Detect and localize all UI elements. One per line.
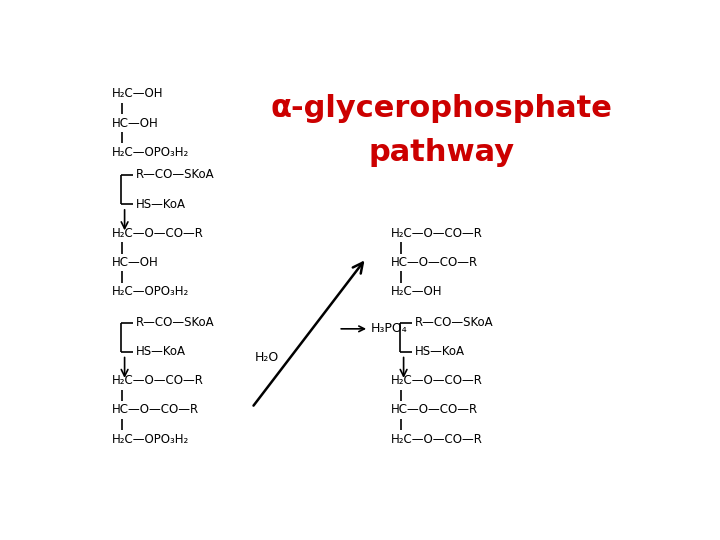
Text: H₃PO₄: H₃PO₄	[371, 322, 408, 335]
Text: H₂C—OPO₃H₂: H₂C—OPO₃H₂	[112, 146, 189, 159]
Text: HS—KoA: HS—KoA	[136, 345, 186, 358]
Text: H₂C—OH: H₂C—OH	[112, 87, 164, 100]
Text: R—CO—SKoA: R—CO—SKoA	[136, 168, 215, 181]
Text: HS—KoA: HS—KoA	[136, 198, 186, 211]
Text: α-glycerophosphate: α-glycerophosphate	[271, 94, 613, 123]
Text: HC—O—CO—R: HC—O—CO—R	[392, 256, 479, 269]
Text: HS—KoA: HS—KoA	[415, 345, 464, 358]
Text: HC—OH: HC—OH	[112, 117, 159, 130]
Text: H₂C—OPO₃H₂: H₂C—OPO₃H₂	[112, 433, 189, 446]
Text: H₂C—O—CO—R: H₂C—O—CO—R	[392, 227, 483, 240]
Text: HC—O—CO—R: HC—O—CO—R	[112, 403, 199, 416]
Text: H₂O: H₂O	[255, 352, 279, 365]
Text: H₂C—O—CO—R: H₂C—O—CO—R	[112, 374, 204, 387]
Text: H₂C—OPO₃H₂: H₂C—OPO₃H₂	[112, 285, 189, 298]
Text: R—CO—SKoA: R—CO—SKoA	[415, 316, 493, 329]
Text: H₂C—O—CO—R: H₂C—O—CO—R	[112, 227, 204, 240]
Text: HC—O—CO—R: HC—O—CO—R	[392, 403, 479, 416]
Text: H₂C—O—CO—R: H₂C—O—CO—R	[392, 433, 483, 446]
Text: pathway: pathway	[369, 138, 515, 167]
Text: H₂C—OH: H₂C—OH	[392, 285, 443, 298]
Text: H₂C—O—CO—R: H₂C—O—CO—R	[392, 374, 483, 387]
Text: HC—OH: HC—OH	[112, 256, 159, 269]
Text: R—CO—SKoA: R—CO—SKoA	[136, 316, 215, 329]
